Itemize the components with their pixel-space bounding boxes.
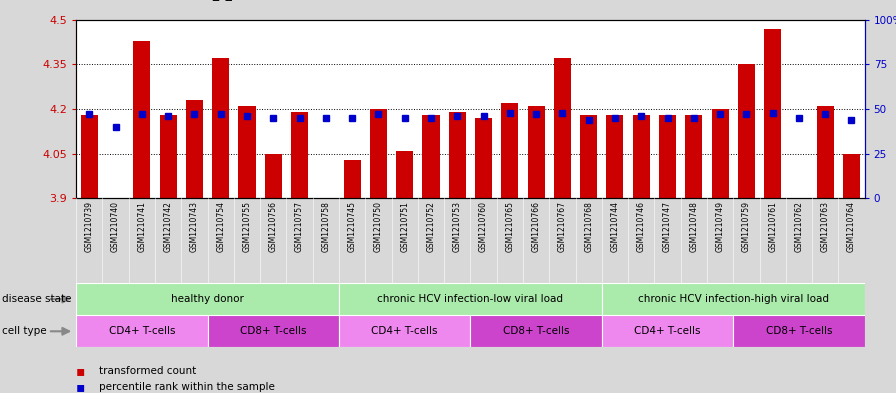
Bar xyxy=(733,315,865,347)
Bar xyxy=(343,160,361,198)
Bar xyxy=(339,315,470,347)
Text: GSM1210764: GSM1210764 xyxy=(847,201,856,252)
Bar xyxy=(370,109,387,198)
Text: CD8+ T-cells: CD8+ T-cells xyxy=(766,326,832,336)
Text: GSM1210761: GSM1210761 xyxy=(768,201,777,252)
Text: GSM1210752: GSM1210752 xyxy=(426,201,435,252)
Bar xyxy=(212,59,229,198)
Bar xyxy=(602,283,865,315)
Text: CD4+ T-cells: CD4+ T-cells xyxy=(372,326,438,336)
Text: GSM1210740: GSM1210740 xyxy=(111,201,120,252)
Text: GSM1210757: GSM1210757 xyxy=(295,201,304,252)
Text: GSM1210742: GSM1210742 xyxy=(164,201,173,252)
Bar xyxy=(159,115,177,198)
Text: GSM1210743: GSM1210743 xyxy=(190,201,199,252)
Text: transformed count: transformed count xyxy=(99,366,196,376)
Text: GSM1210766: GSM1210766 xyxy=(531,201,540,252)
Bar xyxy=(843,154,860,198)
Bar xyxy=(238,106,255,198)
Bar xyxy=(264,154,282,198)
Bar xyxy=(816,106,834,198)
Bar xyxy=(764,29,781,198)
Text: GSM1210755: GSM1210755 xyxy=(243,201,252,252)
Bar xyxy=(659,115,676,198)
Text: GSM1210741: GSM1210741 xyxy=(137,201,146,252)
Bar xyxy=(528,106,545,198)
Bar xyxy=(396,151,413,198)
Text: GSM1210739: GSM1210739 xyxy=(85,201,94,252)
Text: GSM1210767: GSM1210767 xyxy=(558,201,567,252)
Text: cell type: cell type xyxy=(2,326,47,336)
Bar xyxy=(554,59,571,198)
Bar xyxy=(449,112,466,198)
Text: healthy donor: healthy donor xyxy=(171,294,244,304)
Text: chronic HCV infection-high viral load: chronic HCV infection-high viral load xyxy=(638,294,829,304)
Bar xyxy=(81,115,98,198)
Bar xyxy=(76,283,339,315)
Text: chronic HCV infection-low viral load: chronic HCV infection-low viral load xyxy=(377,294,564,304)
Text: CD4+ T-cells: CD4+ T-cells xyxy=(634,326,701,336)
Text: GSM1210756: GSM1210756 xyxy=(269,201,278,252)
Bar xyxy=(76,315,208,347)
Text: GSM1210748: GSM1210748 xyxy=(689,201,698,252)
Bar xyxy=(737,64,755,198)
Text: GSM1210754: GSM1210754 xyxy=(216,201,225,252)
Text: GSM1210751: GSM1210751 xyxy=(401,201,409,252)
Text: GSM1210758: GSM1210758 xyxy=(322,201,331,252)
Bar xyxy=(685,115,702,198)
Bar xyxy=(501,103,519,198)
Text: GSM1210763: GSM1210763 xyxy=(821,201,830,252)
Text: GSM1210762: GSM1210762 xyxy=(795,201,804,252)
Bar xyxy=(602,315,733,347)
Bar xyxy=(291,112,308,198)
Text: ▪: ▪ xyxy=(76,380,85,393)
Text: CD4+ T-cells: CD4+ T-cells xyxy=(108,326,175,336)
Bar xyxy=(185,100,203,198)
Bar xyxy=(208,315,339,347)
Bar xyxy=(633,115,650,198)
Text: GSM1210749: GSM1210749 xyxy=(716,201,725,252)
Bar xyxy=(607,115,624,198)
Bar xyxy=(339,283,602,315)
Text: percentile rank within the sample: percentile rank within the sample xyxy=(99,382,274,392)
Text: GSM1210747: GSM1210747 xyxy=(663,201,672,252)
Bar xyxy=(134,40,151,198)
Text: GSM1210750: GSM1210750 xyxy=(374,201,383,252)
Bar xyxy=(475,118,492,198)
Text: ▪: ▪ xyxy=(76,364,85,378)
Text: GSM1210768: GSM1210768 xyxy=(584,201,593,252)
Text: GSM1210753: GSM1210753 xyxy=(452,201,461,252)
Bar xyxy=(422,115,440,198)
Text: disease state: disease state xyxy=(2,294,72,304)
Text: CD8+ T-cells: CD8+ T-cells xyxy=(240,326,306,336)
Text: GSM1210746: GSM1210746 xyxy=(637,201,646,252)
Text: GSM1210765: GSM1210765 xyxy=(505,201,514,252)
Bar xyxy=(711,109,728,198)
Text: GSM1210745: GSM1210745 xyxy=(348,201,357,252)
Bar xyxy=(470,315,602,347)
Text: GSM1210760: GSM1210760 xyxy=(479,201,488,252)
Bar xyxy=(580,115,598,198)
Text: GSM1210744: GSM1210744 xyxy=(610,201,619,252)
Text: GSM1210759: GSM1210759 xyxy=(742,201,751,252)
Text: CD8+ T-cells: CD8+ T-cells xyxy=(503,326,569,336)
